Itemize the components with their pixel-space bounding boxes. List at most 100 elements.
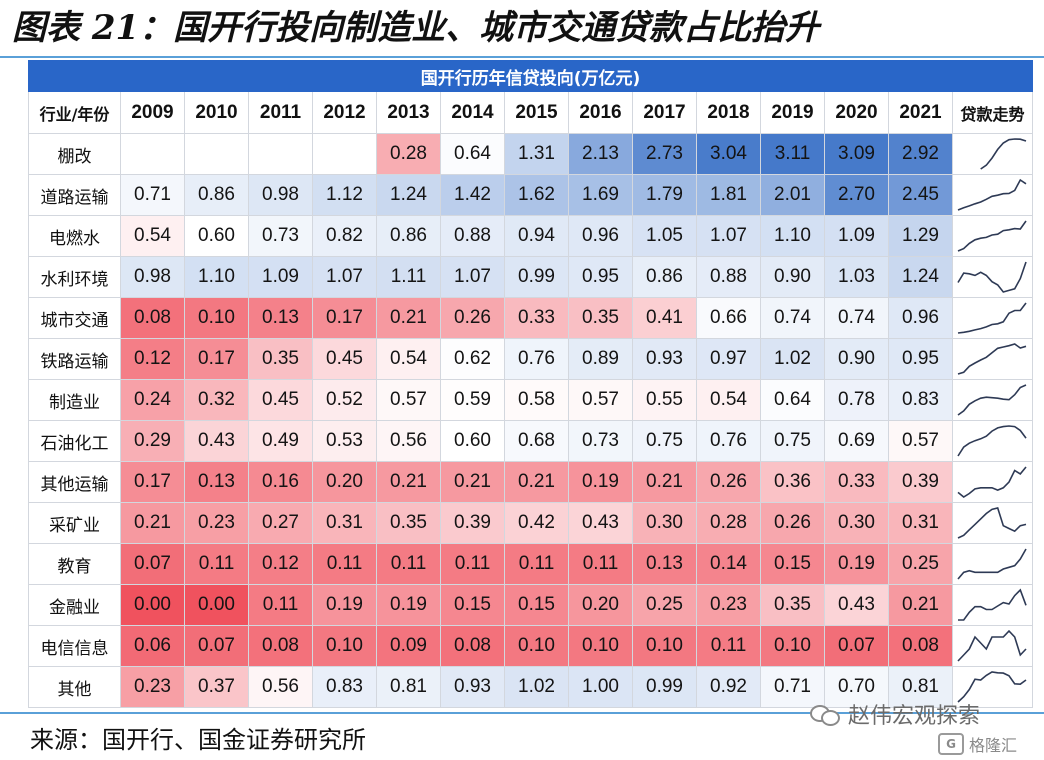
heatmap-cell: 3.11 [760,133,825,175]
wechat-icon [810,703,840,726]
heatmap-cell: 0.35 [376,502,441,544]
row-label: 城市交通 [28,297,121,339]
heatmap-cell: 0.88 [696,256,761,298]
footer-rule [0,712,1044,714]
heatmap-cell: 0.81 [888,666,953,708]
sparkline [957,629,1027,662]
sparkline [957,220,1027,252]
heatmap-cell: 0.54 [120,215,185,257]
heatmap-cell: 0.88 [440,215,505,257]
heatmap-cell: 0.35 [760,584,825,626]
year-header-2019: 2019 [760,91,825,134]
row-label: 其他 [28,666,121,708]
heatmap-cell: 1.42 [440,174,505,216]
sparkline-cell [952,215,1033,257]
sparkline-cell [952,625,1033,667]
heatmap-cell: 2.73 [632,133,697,175]
heatmap-cell [312,133,377,175]
heatmap-cell: 0.90 [760,256,825,298]
sparkline [957,671,1027,703]
heatmap-cell: 0.89 [568,338,633,380]
heatmap-cell: 0.23 [696,584,761,626]
heatmap-cell: 2.70 [824,174,889,216]
header-row: 行业/年份 2009 2010 2011 2012 2013 2014 2015 2016 201… [28,91,1033,134]
heatmap-cell: 0.21 [376,461,441,503]
corner-header: 行业/年份 [28,91,121,134]
sparkline [957,384,1027,416]
heatmap-cell: 0.07 [824,625,889,667]
heatmap-cell: 0.75 [632,420,697,462]
heatmap-cell: 0.82 [312,215,377,257]
table-row: 电燃水 0.54 0.60 0.73 0.82 0.86 0.88 0.94 0.96 1.05 1… [28,215,1033,257]
heatmap-cell: 0.23 [184,502,249,544]
heatmap-cell: 0.13 [632,543,697,585]
row-label: 其他运输 [28,461,121,503]
heatmap-cell: 0.32 [184,379,249,421]
heatmap-cell: 1.07 [440,256,505,298]
heatmap-cell: 1.81 [696,174,761,216]
heatmap-cell: 2.45 [888,174,953,216]
heatmap-cell: 0.45 [248,379,313,421]
heatmap-cell: 0.17 [120,461,185,503]
row-label: 电燃水 [28,215,121,257]
heatmap-cell: 0.35 [248,338,313,380]
heatmap-cell: 1.69 [568,174,633,216]
heatmap-cell: 0.26 [696,461,761,503]
heatmap-cell: 0.11 [248,584,313,626]
heatmap-cell: 0.19 [824,543,889,585]
heatmap-cell: 0.43 [824,584,889,626]
heatmap-cell: 0.19 [312,584,377,626]
heatmap-cell: 0.96 [888,297,953,339]
heatmap-cell: 0.98 [120,256,185,298]
heatmap-cell: 0.07 [120,543,185,585]
table-row: 其他 0.23 0.37 0.56 0.83 0.81 0.93 1.02 1.00 0.99 0.… [28,666,1033,708]
heatmap-cell: 0.95 [568,256,633,298]
sparkline-path [957,548,1027,580]
heatmap-cell: 0.64 [440,133,505,175]
sparkline-cell [952,461,1033,503]
heatmap-cell: 0.93 [632,338,697,380]
sparkline-cell [952,174,1033,216]
heatmap-cell: 0.08 [440,625,505,667]
heatmap-cell: 0.31 [312,502,377,544]
source-note: 来源：国开行、国金证券研究所 [30,726,366,754]
heatmap-cell: 0.08 [248,625,313,667]
watermark-secondary-text: 格隆汇 [969,736,1018,755]
heatmap-cell: 0.97 [696,338,761,380]
row-label: 教育 [28,543,121,585]
sparkline [957,178,1027,211]
heatmap-cell: 0.25 [632,584,697,626]
heatmap-cell: 1.09 [824,215,889,257]
heatmap-cell: 0.10 [184,297,249,339]
heatmap-cell: 0.42 [504,502,569,544]
heatmap-cell: 0.08 [888,625,953,667]
page-title: 图表 21：国开行投向制造业、城市交通贷款占比抬升 [12,8,820,48]
heatmap-cell: 0.99 [504,256,569,298]
heatmap-cell [248,133,313,175]
heatmap-cell: 1.11 [376,256,441,298]
heatmap-cell: 0.98 [248,174,313,216]
table-row: 电信信息 0.06 0.07 0.08 0.10 0.09 0.08 0.10 0.10 0.10… [28,625,1033,667]
heatmap-cell: 0.66 [696,297,761,339]
heatmap-cell: 2.13 [568,133,633,175]
heatmap-cell: 0.11 [568,543,633,585]
heatmap-cell: 0.54 [376,338,441,380]
heatmap-cell: 0.94 [504,215,569,257]
heatmap-cell: 0.31 [888,502,953,544]
heatmap-cell: 0.24 [120,379,185,421]
heatmap-cell: 0.75 [760,420,825,462]
sparkline [957,261,1027,293]
heatmap-cell: 0.11 [504,543,569,585]
table-row: 石油化工 0.29 0.43 0.49 0.53 0.56 0.60 0.68 0.73 0.75… [28,420,1033,462]
heatmap-cell: 0.90 [824,338,889,380]
heatmap-cell: 0.10 [760,625,825,667]
heatmap-cell: 0.19 [568,461,633,503]
heatmap-cell: 0.60 [184,215,249,257]
heatmap-cell: 1.62 [504,174,569,216]
heatmap-cell: 0.56 [376,420,441,462]
heatmap-cell: 0.11 [376,543,441,585]
heatmap-cell: 0.70 [824,666,889,708]
heatmap-cell: 0.73 [248,215,313,257]
heatmap-cell: 0.39 [888,461,953,503]
chart-title-banner: 国开行历年信贷投向(万亿元) [28,60,1033,92]
